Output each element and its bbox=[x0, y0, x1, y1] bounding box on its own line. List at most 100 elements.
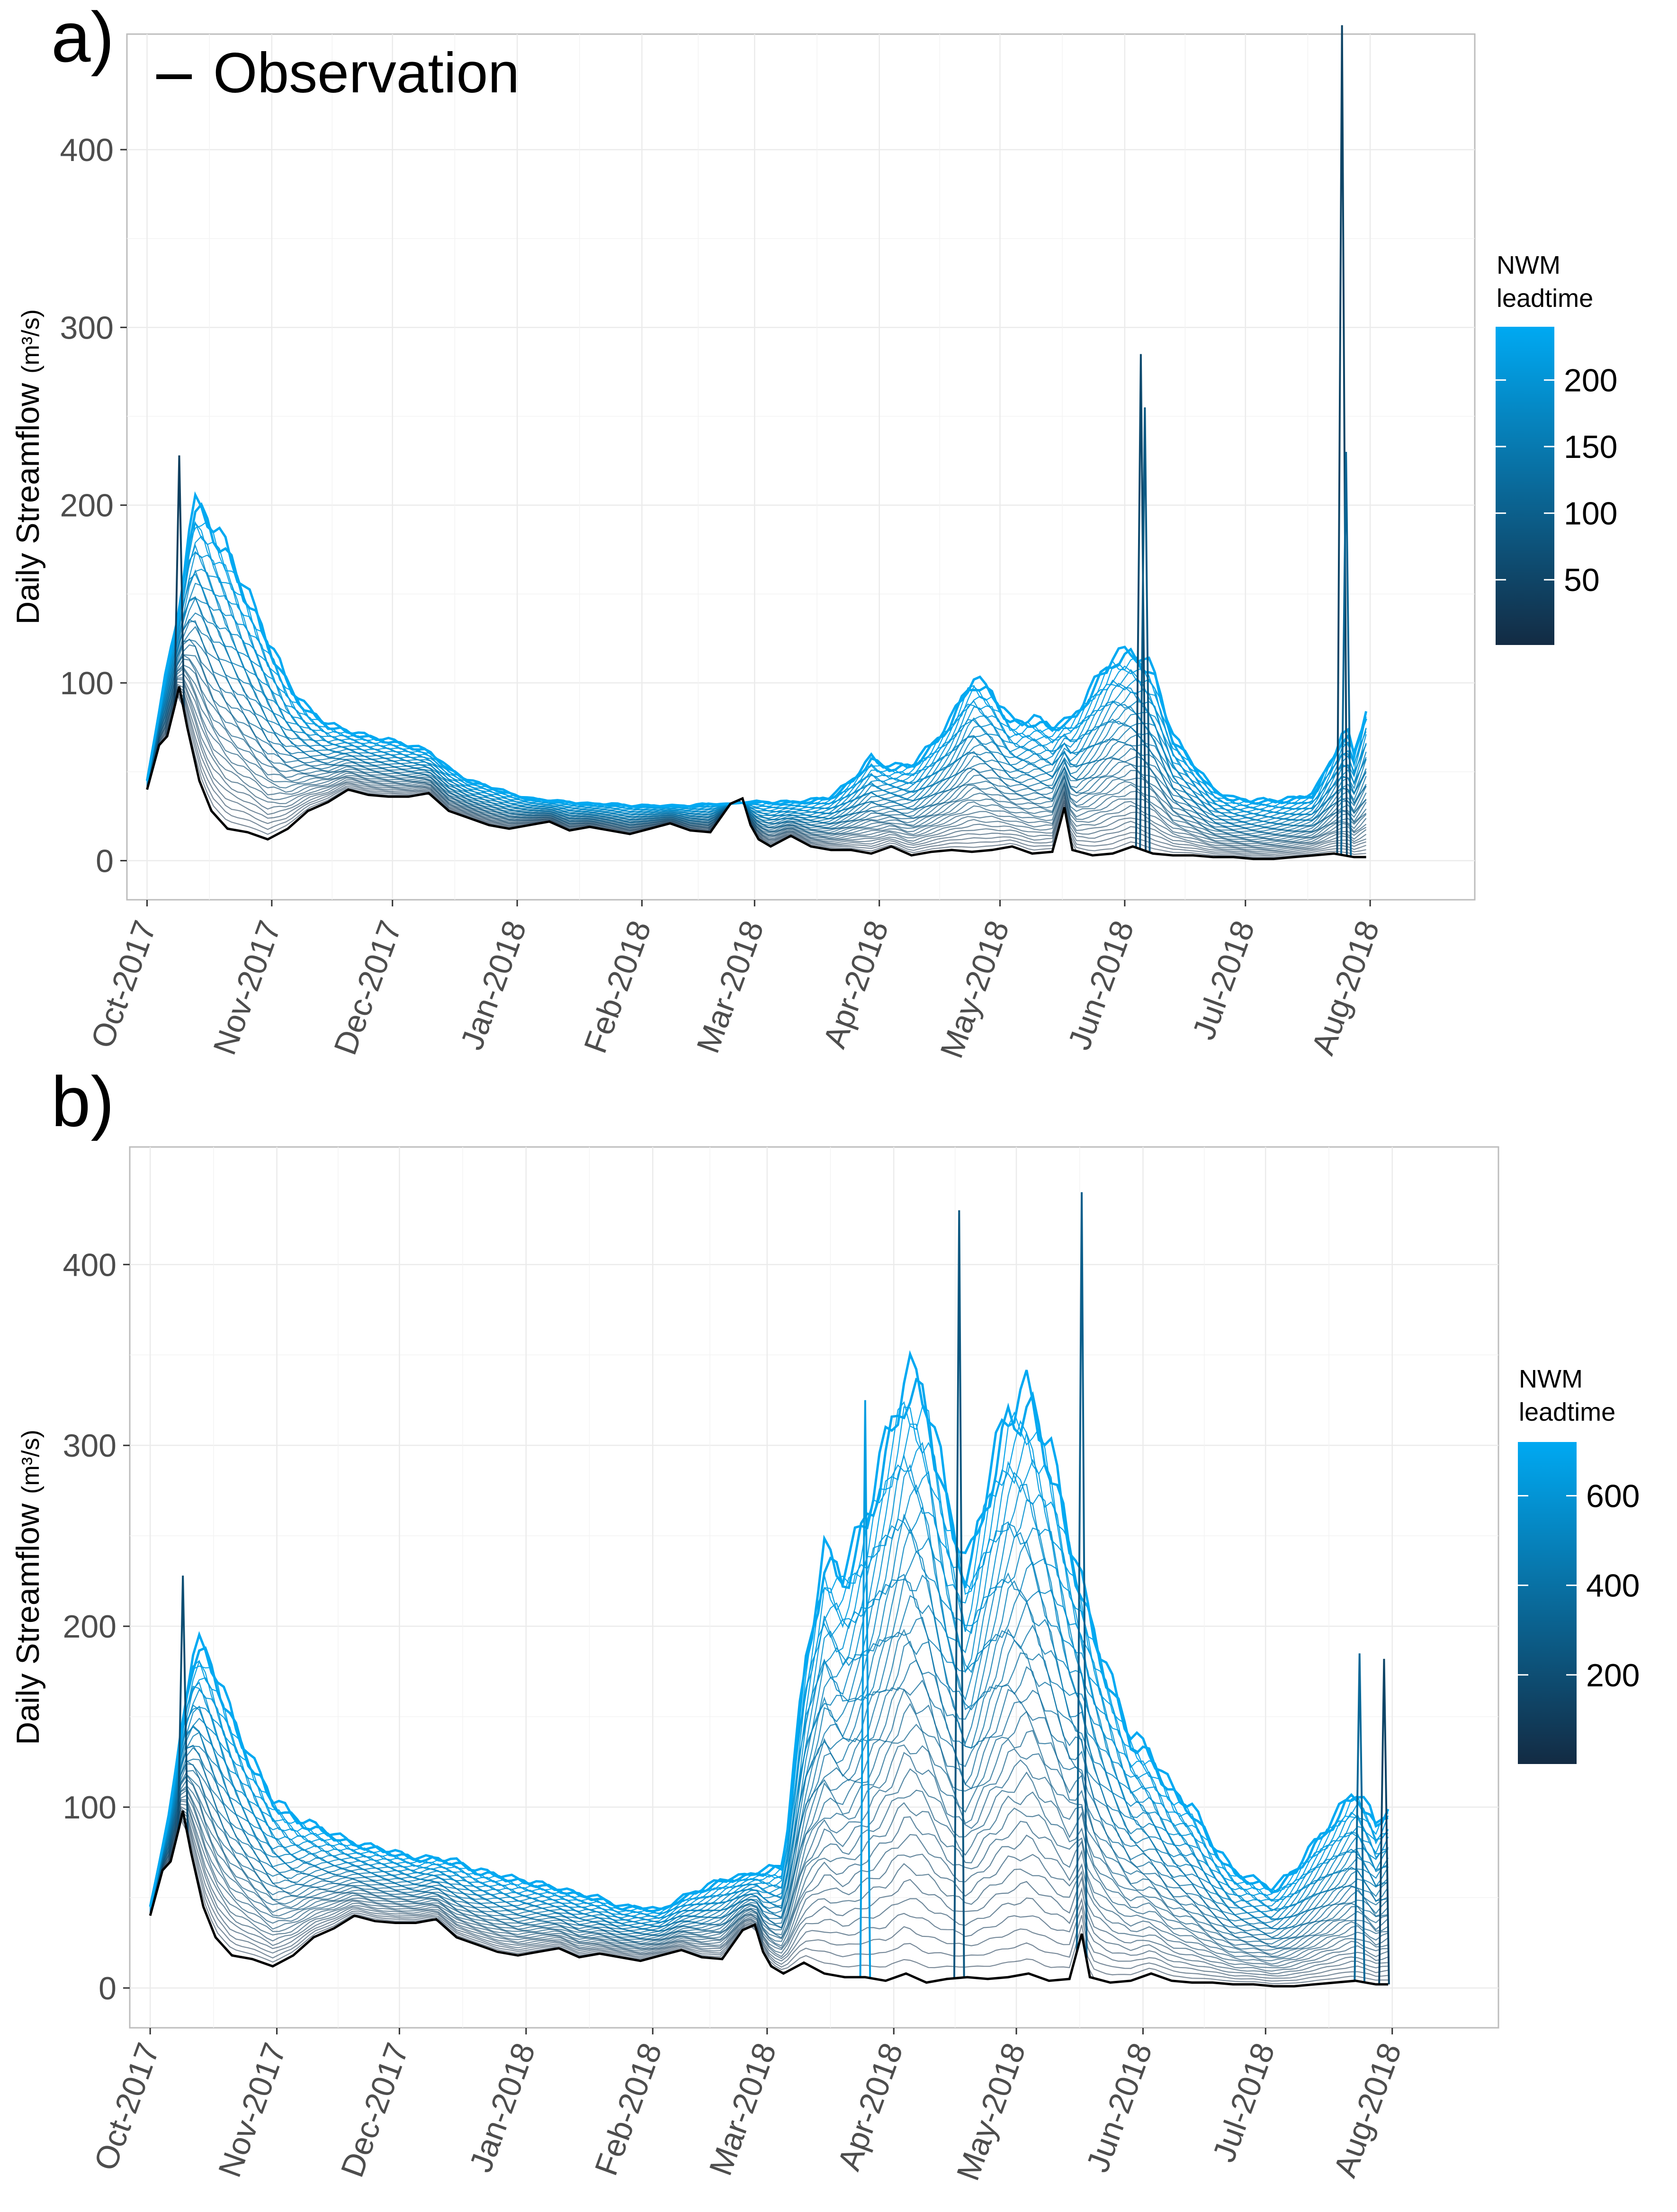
x-tick-label: May-2018 bbox=[950, 2038, 1032, 2185]
x-tick-label: Feb-2018 bbox=[588, 2038, 669, 2180]
forecast-spike bbox=[173, 455, 185, 711]
forecast-line bbox=[150, 1809, 1389, 1977]
x-tick-label: Aug-2018 bbox=[1305, 916, 1386, 1059]
y-tick-label: 400 bbox=[63, 1247, 117, 1283]
observation-legend-label: Observation bbox=[213, 41, 520, 105]
y-tick-label: 300 bbox=[63, 1428, 117, 1464]
colorbar-tick-label: 400 bbox=[1586, 1568, 1640, 1604]
x-tick-label: Oct-2017 bbox=[84, 916, 163, 1053]
forecast-spike bbox=[1378, 1658, 1390, 1985]
forecast-line bbox=[146, 679, 1367, 848]
forecast-line bbox=[146, 619, 1367, 828]
forecast-line bbox=[146, 666, 1367, 842]
x-tick-label: May-2018 bbox=[933, 916, 1016, 1063]
colorbar-gradient bbox=[1518, 1442, 1577, 1764]
panel-a: 0 100 200 300 400 Oct-2017 Nov-2017 Dec-2017 Jan… bbox=[10, 0, 1617, 1063]
x-tick-label: Nov-2017 bbox=[206, 916, 288, 1059]
colorbar-gradient bbox=[1496, 327, 1554, 645]
forecast-line bbox=[150, 1442, 1389, 1917]
x-tick-label: Jun-2018 bbox=[1061, 916, 1141, 1054]
x-tick-label: Oct-2017 bbox=[87, 2038, 166, 2175]
forecast-line bbox=[146, 535, 1367, 811]
forecast-lines bbox=[149, 1350, 1390, 1987]
forecast-line bbox=[146, 668, 1367, 844]
forecast-line bbox=[146, 677, 1367, 846]
y-tick-label: 300 bbox=[60, 310, 114, 346]
x-tick-label: Jun-2018 bbox=[1079, 2038, 1159, 2176]
forecast-line bbox=[146, 686, 1366, 854]
observation-line bbox=[149, 1810, 1389, 1988]
forecast-line bbox=[146, 689, 1366, 855]
forecast-spike bbox=[1354, 1653, 1366, 1983]
forecast-line bbox=[146, 626, 1367, 831]
colorbar-title-line2: leadtime bbox=[1497, 284, 1593, 313]
colorbar-title-line1: NWM bbox=[1497, 251, 1560, 279]
forecast-line bbox=[150, 1744, 1389, 1949]
x-tick-label: Feb-2018 bbox=[577, 916, 658, 1058]
forecast-spike bbox=[177, 1576, 189, 1836]
forecast-line bbox=[150, 1800, 1389, 1967]
forecast-line bbox=[150, 1768, 1389, 1955]
forecast-spike bbox=[953, 1210, 965, 1979]
forecast-line bbox=[150, 1424, 1389, 1915]
grid bbox=[130, 1147, 1498, 2028]
y-axis-title-text: Daily Streamflow bbox=[10, 1503, 46, 1745]
forecast-line bbox=[150, 1787, 1389, 1957]
panel-label: a) bbox=[51, 0, 114, 77]
forecast-line bbox=[150, 1794, 1389, 1961]
colorbar: NWM leadtime 50 100 150 200 bbox=[1496, 251, 1617, 645]
x-tick-label: Apr-2018 bbox=[831, 2038, 910, 2175]
forecast-line bbox=[150, 1752, 1389, 1951]
colorbar-tick-label: 600 bbox=[1586, 1478, 1640, 1514]
forecast-line bbox=[146, 684, 1366, 852]
forecast-line bbox=[146, 681, 1367, 850]
x-tick-label: Dec-2017 bbox=[327, 916, 409, 1059]
forecast-line bbox=[150, 1484, 1389, 1921]
forecast-spike bbox=[1076, 1192, 1088, 1960]
colorbar: NWM leadtime 200 400 600 bbox=[1518, 1365, 1640, 1764]
forecast-line bbox=[150, 1806, 1389, 1972]
x-tick-label: Nov-2017 bbox=[211, 2038, 293, 2182]
forecast-spikes bbox=[173, 25, 1352, 857]
forecast-spike bbox=[1139, 407, 1151, 853]
forecast-line bbox=[146, 654, 1367, 836]
y-tick-label: 400 bbox=[60, 132, 114, 168]
forecast-spike bbox=[859, 1400, 871, 1978]
forecast-spike bbox=[1340, 452, 1352, 857]
colorbar-tick-label: 200 bbox=[1586, 1657, 1640, 1693]
forecast-line bbox=[150, 1659, 1389, 1938]
y-axis-unit: (m³/s) bbox=[17, 1430, 45, 1494]
forecast-line bbox=[150, 1629, 1389, 1932]
y-tick-label: 100 bbox=[60, 665, 114, 701]
y-axis-title: Daily Streamflow (m³/s) bbox=[10, 1430, 46, 1745]
forecast-line bbox=[150, 1789, 1389, 1959]
x-tick-label: Apr-2018 bbox=[816, 916, 896, 1053]
x-tick-label: Aug-2018 bbox=[1327, 2038, 1408, 2182]
forecast-line bbox=[150, 1799, 1389, 1965]
y-tick-label: 0 bbox=[99, 1970, 117, 2006]
forecast-line bbox=[150, 1807, 1389, 1975]
y-axis-unit: (m³/s) bbox=[17, 309, 45, 374]
forecast-line bbox=[150, 1812, 1389, 1979]
colorbar-tick-label: 100 bbox=[1564, 496, 1617, 532]
y-tick-label: 0 bbox=[96, 843, 114, 879]
forecast-line bbox=[150, 1406, 1389, 1915]
x-tick-label: Mar-2018 bbox=[702, 2038, 783, 2180]
y-tick-label: 100 bbox=[63, 1790, 117, 1826]
colorbar-tick-label: 50 bbox=[1564, 562, 1600, 598]
y-tick-label: 200 bbox=[60, 488, 114, 524]
forecast-line bbox=[150, 1688, 1389, 1940]
observation-line bbox=[146, 686, 1366, 860]
panel-label: b) bbox=[51, 1062, 114, 1141]
forecast-line bbox=[146, 638, 1367, 833]
y-axis-title-text: Daily Streamflow bbox=[10, 383, 46, 625]
forecast-line bbox=[150, 1513, 1389, 1924]
colorbar-tick-label: 200 bbox=[1564, 362, 1617, 398]
forecast-line bbox=[150, 1814, 1389, 1982]
forecast-spike bbox=[1135, 354, 1147, 851]
x-tick-label: Jul-2018 bbox=[1206, 2038, 1282, 2167]
x-tick-label: Jan-2018 bbox=[454, 916, 533, 1054]
colorbar-title-line1: NWM bbox=[1519, 1365, 1583, 1393]
forecast-line bbox=[150, 1724, 1389, 1948]
